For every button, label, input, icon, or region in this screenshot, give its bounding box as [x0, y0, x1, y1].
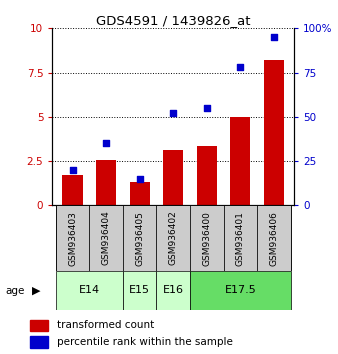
- Text: GSM936404: GSM936404: [102, 211, 111, 266]
- Text: E15: E15: [129, 285, 150, 295]
- Text: ▶: ▶: [32, 286, 41, 296]
- Text: GSM936400: GSM936400: [202, 211, 211, 266]
- Text: GSM936401: GSM936401: [236, 211, 245, 266]
- Bar: [156, 271, 190, 310]
- Bar: [190, 205, 223, 271]
- Bar: [163, 150, 183, 205]
- Point: [204, 105, 210, 111]
- Text: GSM936402: GSM936402: [169, 211, 178, 266]
- Text: E17.5: E17.5: [224, 285, 256, 295]
- Bar: [223, 205, 257, 271]
- Bar: [197, 146, 217, 205]
- Bar: [30, 336, 48, 348]
- Bar: [56, 205, 89, 271]
- Bar: [264, 60, 284, 205]
- Text: GSM936406: GSM936406: [269, 211, 279, 266]
- Bar: [257, 205, 291, 271]
- Point: [171, 110, 176, 116]
- Bar: [230, 117, 250, 205]
- Point: [70, 167, 75, 173]
- Bar: [129, 182, 150, 205]
- Text: GSM936405: GSM936405: [135, 211, 144, 266]
- Bar: [123, 271, 156, 310]
- Point: [103, 141, 109, 146]
- Bar: [89, 205, 123, 271]
- Bar: [63, 175, 82, 205]
- Text: GSM936403: GSM936403: [68, 211, 77, 266]
- Point: [238, 64, 243, 70]
- Point: [271, 34, 276, 40]
- Bar: [56, 271, 123, 310]
- Bar: [123, 205, 156, 271]
- Title: GDS4591 / 1439826_at: GDS4591 / 1439826_at: [96, 14, 250, 27]
- Text: E16: E16: [163, 285, 184, 295]
- Point: [137, 176, 142, 182]
- Bar: [96, 160, 116, 205]
- Text: age: age: [5, 286, 24, 296]
- Text: E14: E14: [79, 285, 100, 295]
- Text: transformed count: transformed count: [57, 320, 154, 330]
- Bar: [156, 205, 190, 271]
- Text: percentile rank within the sample: percentile rank within the sample: [57, 337, 233, 347]
- Bar: [30, 320, 48, 331]
- Bar: [190, 271, 291, 310]
